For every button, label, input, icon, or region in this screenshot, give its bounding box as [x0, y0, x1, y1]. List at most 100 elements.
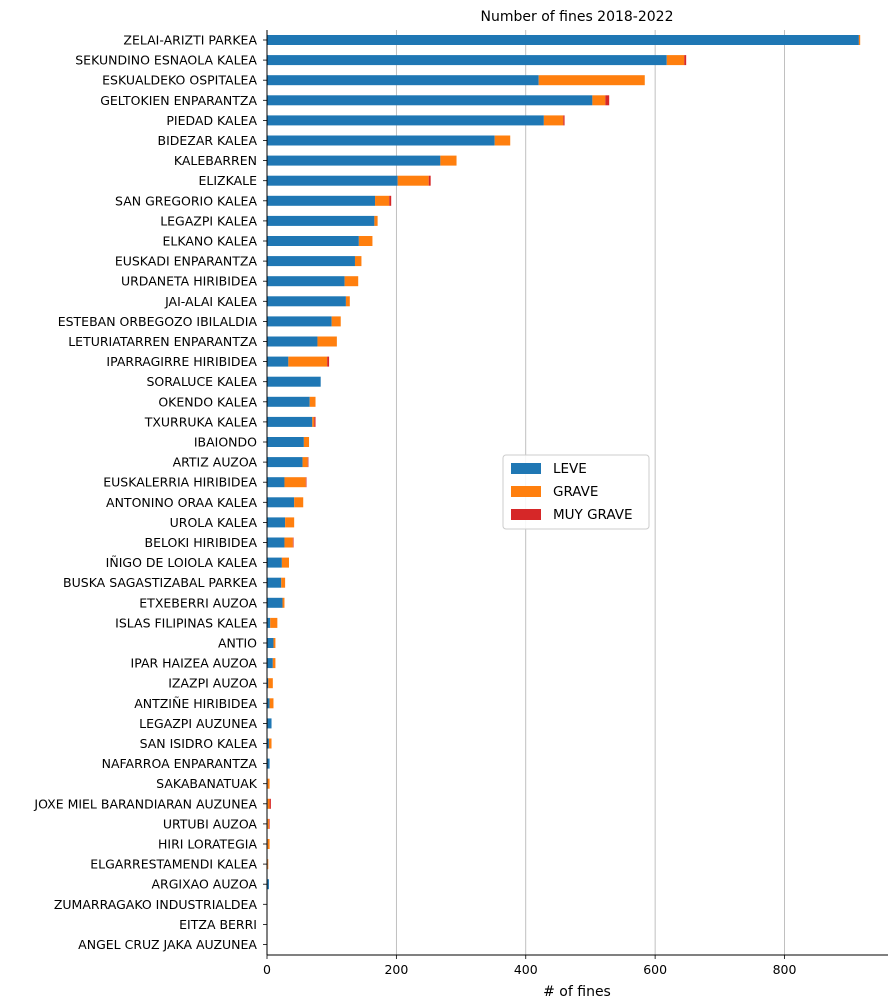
- bar-segment: [267, 215, 375, 226]
- bar-segment: [317, 336, 337, 347]
- bar-segment: [267, 376, 321, 387]
- bar-segment: [563, 115, 565, 126]
- x-tick-labels: 0 200 400 600 800: [263, 955, 796, 977]
- bar-segment: [303, 437, 310, 447]
- bar-segment: [267, 758, 270, 769]
- bar-segment: [592, 95, 606, 106]
- bar-segment: [267, 577, 282, 588]
- bar-segment: [267, 698, 270, 709]
- bar-segment: [267, 55, 667, 66]
- y-tick-label: ESTEBAN ORBEGOZO IBILALDIA: [58, 314, 258, 329]
- bar-segment: [284, 537, 293, 548]
- bar-segment: [267, 738, 269, 749]
- bar-segment: [605, 95, 610, 106]
- legend-swatch: [511, 463, 541, 474]
- y-tick-label: ESKUALDEKO OSPITALEA: [102, 73, 257, 88]
- bar-segment: [267, 296, 346, 307]
- bar-segment: [858, 35, 861, 45]
- bar-segment: [267, 437, 304, 447]
- bar-segment: [267, 557, 282, 568]
- bar-segment: [273, 638, 276, 648]
- bar-segment: [267, 135, 495, 146]
- y-tick-label: IÑIGO DE LOIOLA KALEA: [106, 555, 258, 570]
- bar-segment: [267, 537, 285, 548]
- bar-segment: [294, 497, 304, 508]
- y-tick-label: ARTIZ AUZOA: [173, 455, 258, 470]
- bar-segment: [494, 135, 511, 146]
- y-tick-label: KALEBARREN: [174, 153, 257, 168]
- bar-segment: [389, 195, 392, 206]
- bar-segment: [267, 778, 270, 789]
- legend-label: MUY GRAVE: [553, 507, 633, 523]
- legend-swatch: [511, 509, 541, 520]
- bar-segment: [267, 517, 286, 528]
- bar-segment: [267, 115, 544, 126]
- y-tick-label: ANGEL CRUZ JAKA AUZUNEA: [78, 937, 257, 952]
- bar-segment: [374, 215, 378, 226]
- y-tick-label: OKENDO KALEA: [158, 394, 257, 409]
- legend: LEVE GRAVE MUY GRAVE: [502, 454, 650, 530]
- y-tick-label: URTUBI AUZOA: [163, 816, 258, 831]
- y-tick-label: LETURIATARREN ENPARANTZA: [68, 334, 257, 349]
- y-tick-label: EITZA BERRI: [179, 917, 257, 932]
- bar-segment: [345, 296, 350, 307]
- bar-segment: [282, 597, 285, 608]
- y-tick-label: SAN ISIDRO KALEA: [140, 736, 258, 751]
- bar-segment: [684, 55, 687, 66]
- chart-title: Number of fines 2018-2022: [481, 9, 674, 25]
- bar-segment: [267, 356, 289, 367]
- bar-segment: [666, 55, 685, 66]
- bar-segment: [267, 276, 345, 287]
- x-tick-label: 400: [514, 962, 538, 977]
- bar-segment: [281, 557, 289, 568]
- bar-segment: [267, 718, 272, 729]
- bar-segment: [440, 155, 457, 166]
- bar-segment: [327, 356, 330, 367]
- y-tick-label: EUSKALERRIA HIRIBIDEA: [103, 475, 257, 490]
- bar-segment: [543, 115, 564, 126]
- y-tick-label: IBAIONDO: [194, 435, 257, 450]
- y-tick-label: ARGIXAO AUZOA: [151, 877, 257, 892]
- y-tick-label: ELKANO KALEA: [163, 234, 258, 249]
- bar-segment: [358, 236, 373, 246]
- y-tick-label: JAI-ALAI KALEA: [164, 294, 257, 309]
- y-tick-label: EUSKADI ENPARANTZA: [115, 254, 258, 269]
- bar-segment: [267, 638, 274, 648]
- bar-segment: [267, 678, 269, 689]
- x-tick-label: 600: [643, 962, 667, 977]
- bar-segment: [267, 818, 269, 829]
- y-tick-labels: ZELAI-ARIZTI PARKEA SEKUNDINO ESNAOLA KAL…: [33, 33, 267, 952]
- grid-lines: [395, 30, 785, 955]
- y-tick-label: LEGAZPI AUZUNEA: [139, 716, 257, 731]
- bar-segment: [397, 175, 429, 186]
- y-tick-label: ANTIO: [218, 636, 257, 651]
- bar-segment: [267, 35, 859, 45]
- bar-segment: [269, 798, 271, 809]
- y-tick-label: ISLAS FILIPINAS KALEA: [115, 615, 257, 630]
- bar-segment: [288, 356, 328, 367]
- y-tick-label: BUSKA SAGASTIZABAL PARKEA: [63, 575, 257, 590]
- bar-segment: [267, 597, 283, 608]
- x-axis-label: # of fines: [543, 984, 611, 1000]
- bar-segment: [309, 396, 316, 407]
- y-tick-label: UROLA KALEA: [170, 515, 258, 530]
- y-tick-label: IZAZPI AUZOA: [168, 676, 257, 691]
- bar-segment: [267, 195, 376, 206]
- y-tick-label: IPAR HAIZEA AUZOA: [131, 656, 258, 671]
- y-tick-label: URDANETA HIRIBIDEA: [121, 274, 257, 289]
- bar-segment: [307, 457, 309, 468]
- bar-segment: [267, 416, 313, 427]
- y-tick-label: BELOKI HIRIBIDEA: [145, 535, 258, 550]
- bar-segment: [312, 416, 315, 427]
- bars: [267, 35, 861, 890]
- bar-segment: [267, 879, 269, 890]
- bar-segment: [428, 175, 431, 186]
- bar-segment: [267, 95, 593, 106]
- y-tick-label: SAKABANATUAK: [156, 776, 258, 791]
- bar-segment: [267, 839, 270, 849]
- bar-segment: [314, 416, 316, 427]
- y-tick-label: ANTONINO ORAA KALEA: [106, 495, 257, 510]
- bar-segment: [344, 276, 359, 287]
- y-tick-label: ZUMARRAGAKO INDUSTRIALDEA: [54, 897, 258, 912]
- bar-segment: [267, 396, 310, 407]
